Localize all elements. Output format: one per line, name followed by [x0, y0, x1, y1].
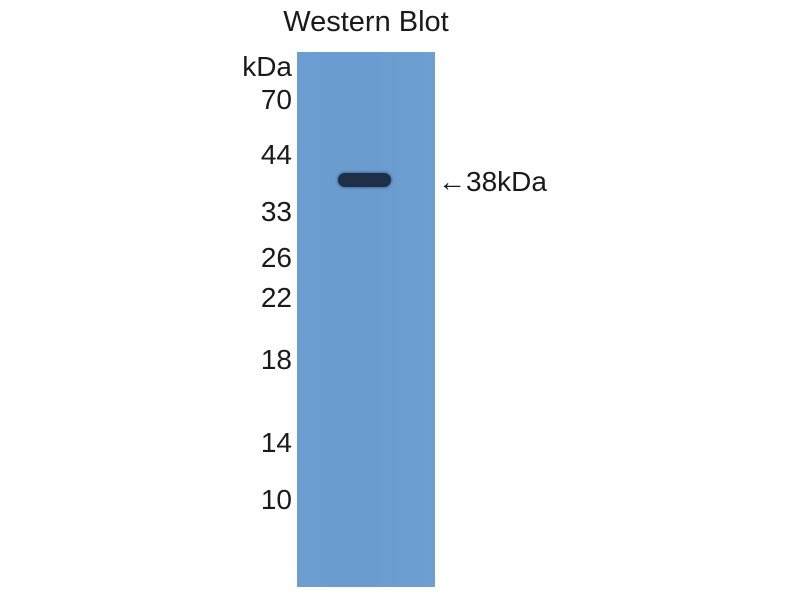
marker-44: 44	[260, 139, 292, 170]
marker-26: 26	[260, 242, 292, 273]
marker-10: 10	[260, 484, 292, 515]
protein-band	[338, 173, 391, 187]
marker-70: 70	[260, 84, 292, 115]
band-annotation: ←38kDa	[438, 166, 547, 197]
figure-title: Western Blot	[283, 6, 449, 38]
marker-22: 22	[260, 282, 292, 313]
unit-label: kDa	[242, 51, 292, 82]
blot-membrane	[297, 52, 435, 587]
marker-14: 14	[260, 427, 292, 458]
marker-33: 33	[260, 196, 292, 227]
marker-18: 18	[260, 344, 292, 375]
